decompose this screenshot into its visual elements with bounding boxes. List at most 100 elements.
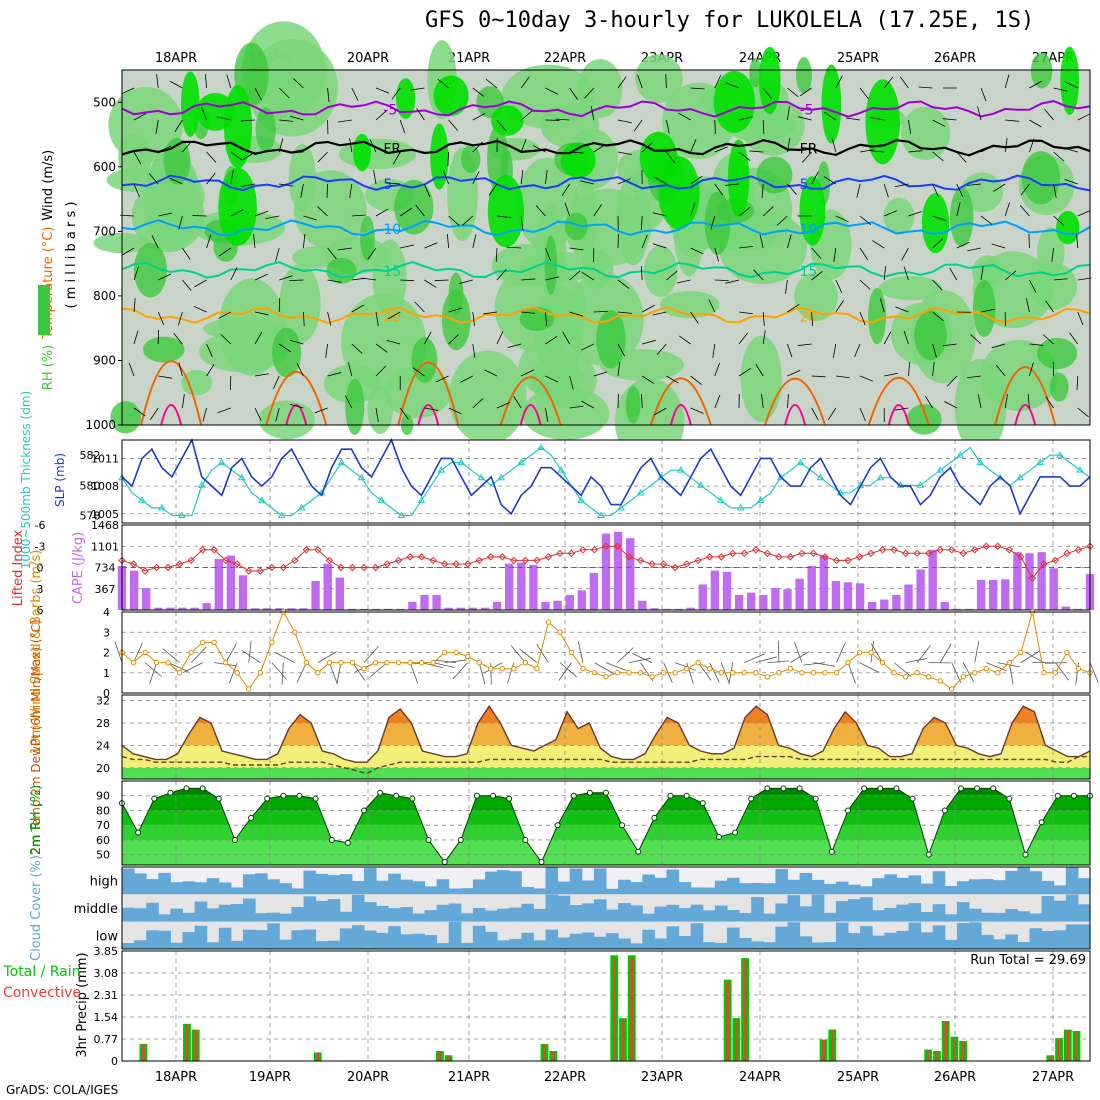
wind-barb xyxy=(1029,80,1042,89)
li-marker xyxy=(682,560,691,568)
cloud-cell xyxy=(206,908,220,922)
rh-marker xyxy=(603,789,609,796)
surface-wind-barb xyxy=(777,640,780,663)
wind-barb xyxy=(327,87,330,102)
wind-barb xyxy=(932,362,935,377)
cloud-frame xyxy=(121,866,1091,950)
isotherm-label-10: 10 xyxy=(383,222,401,238)
surface-wind-barb xyxy=(444,659,467,664)
surface-wind-barb xyxy=(1024,651,1045,663)
precip-bar-conv xyxy=(142,1044,145,1061)
wind-speed-marker xyxy=(165,659,171,666)
isotherm-15 xyxy=(121,261,1091,279)
rh-marker xyxy=(183,785,190,792)
cloud-cell xyxy=(630,905,643,922)
cloud-cell xyxy=(920,932,934,949)
rh-region-mid xyxy=(1030,52,1053,89)
wind-barb xyxy=(351,343,363,354)
wind-barb xyxy=(414,301,425,313)
wind-barb xyxy=(472,112,486,121)
wind-barb xyxy=(799,87,812,97)
rh-band-2 xyxy=(122,810,1090,826)
cloud-cell xyxy=(206,878,220,895)
wind-barb xyxy=(593,310,608,313)
wind-barb xyxy=(303,215,317,221)
wind-barb xyxy=(121,247,135,256)
wind-barb xyxy=(835,75,843,89)
wind-barb xyxy=(399,407,409,420)
isotherm-10 xyxy=(121,219,1091,237)
wind-speed-marker xyxy=(211,639,217,646)
wind-barb xyxy=(520,170,524,185)
isotherm--5 xyxy=(121,100,1091,118)
li-marker xyxy=(1051,556,1060,565)
wind-barb xyxy=(375,87,390,94)
cloud-cell xyxy=(339,911,353,922)
cloud-cell xyxy=(666,926,680,949)
cloud-cell xyxy=(315,873,329,895)
cloud-cell xyxy=(751,882,764,895)
thickness-marker xyxy=(377,496,386,503)
temp-tick-24: 24 xyxy=(96,739,110,752)
wind-barb xyxy=(714,362,720,377)
temp-tick-28: 28 xyxy=(96,717,110,730)
wind-speed-marker xyxy=(707,666,713,672)
isotherm-label-5: 5 xyxy=(383,177,392,193)
wind-barb xyxy=(133,330,139,345)
li-marker xyxy=(636,556,645,565)
wind-barb xyxy=(811,407,819,421)
cloud-cell xyxy=(400,879,413,895)
wind-barb xyxy=(289,403,304,409)
wind-barb xyxy=(714,75,722,89)
isotherm-20 xyxy=(121,306,1091,325)
wind-barb xyxy=(980,145,994,153)
cloud-cell xyxy=(606,888,619,895)
wind-barb xyxy=(569,375,574,390)
cloud-cell xyxy=(460,942,474,949)
thick-ylabel: 1000~500mb Thickness (dm) xyxy=(19,391,33,569)
wind-barb xyxy=(901,247,909,261)
wind-barb xyxy=(375,208,389,217)
rh-marker xyxy=(909,795,916,802)
cloud-cell xyxy=(642,929,655,949)
wind-barb xyxy=(133,298,136,313)
wind-barb xyxy=(870,117,885,121)
cloud-cell xyxy=(267,923,280,949)
low-level-contour xyxy=(649,377,712,426)
surface-wind-barb xyxy=(490,662,492,685)
slp-tick-1005: 1005 xyxy=(91,508,119,521)
cloud-cell xyxy=(291,930,304,949)
wind-barb xyxy=(787,369,801,377)
rh-region-mid xyxy=(360,215,375,261)
wind-barb xyxy=(666,151,676,164)
wind-barb xyxy=(787,106,790,121)
low-level-contour-hot xyxy=(285,404,308,426)
wind-barb xyxy=(133,183,140,198)
wind-speed-marker xyxy=(891,670,897,676)
rh-marker xyxy=(344,839,351,846)
cloud-cell xyxy=(1005,934,1018,949)
isotherm-label-FR-2: FR xyxy=(800,141,818,157)
cloud-cell xyxy=(823,912,837,922)
wind-barb xyxy=(787,87,799,98)
wind-barb xyxy=(956,183,964,197)
cape-bar xyxy=(843,582,853,610)
li-marker xyxy=(279,563,288,572)
thickness-marker xyxy=(916,481,925,488)
wind-barb xyxy=(391,87,401,100)
date-label-bottom-20APR: 20APR xyxy=(347,1070,389,1085)
wind-barb xyxy=(206,234,212,249)
wind-barb xyxy=(337,119,352,123)
wind-barb xyxy=(230,151,243,161)
rh-marker xyxy=(473,792,480,799)
cape-bar xyxy=(226,555,236,610)
precip-tick-0.77: 0.77 xyxy=(94,1033,119,1046)
li-marker xyxy=(187,556,195,565)
cape-bar xyxy=(541,601,550,610)
rh-region xyxy=(883,197,915,235)
li-marker xyxy=(544,553,553,561)
li-marker xyxy=(222,556,230,565)
upper-tick-700: 700 xyxy=(93,224,116,238)
thickness-marker xyxy=(197,481,206,488)
cloud-cell xyxy=(642,874,655,895)
